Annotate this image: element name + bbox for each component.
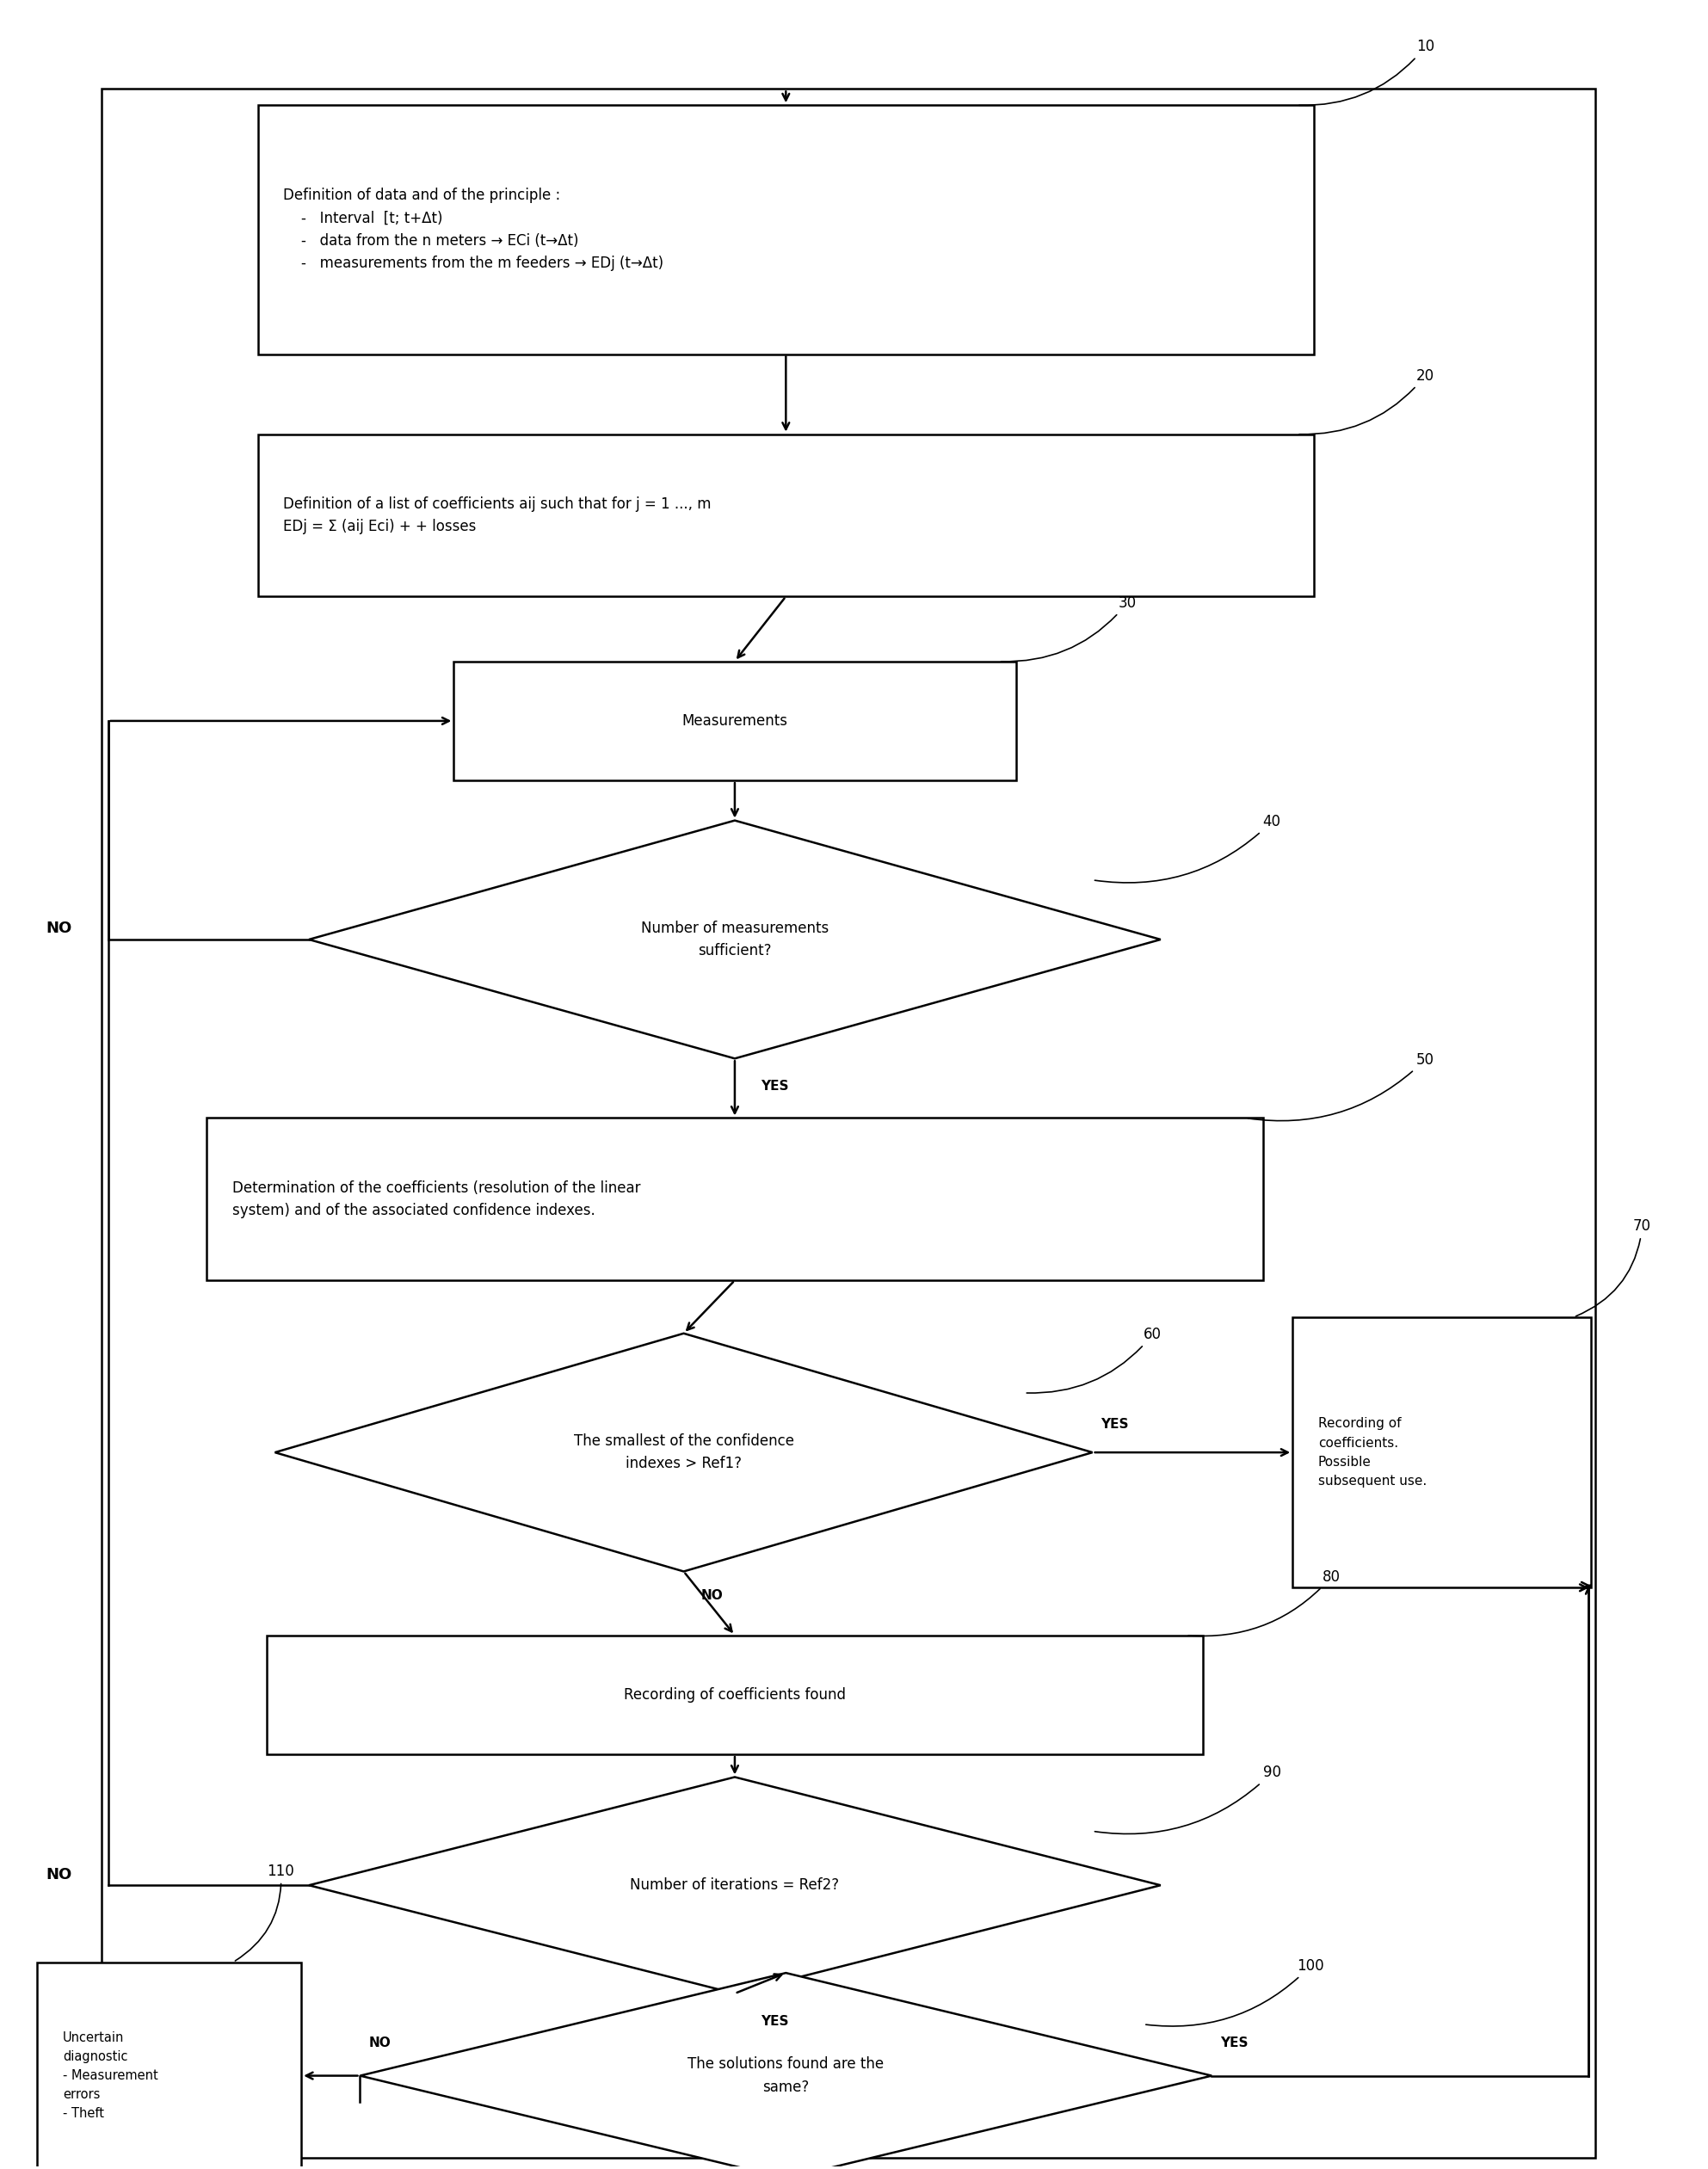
Text: Number of measurements
sufficient?: Number of measurements sufficient? xyxy=(640,920,828,959)
Text: NO: NO xyxy=(700,1588,722,1601)
FancyBboxPatch shape xyxy=(258,434,1313,596)
Text: Determination of the coefficients (resolution of the linear
system) and of the a: Determination of the coefficients (resol… xyxy=(232,1180,640,1219)
FancyBboxPatch shape xyxy=(1293,1317,1590,1588)
Text: Definition of a list of coefficients aij such that for j = 1 ..., m
EDj = Σ (aij: Definition of a list of coefficients aij… xyxy=(284,497,712,534)
Text: Recording of coefficients found: Recording of coefficients found xyxy=(623,1687,845,1703)
Text: 70: 70 xyxy=(1576,1219,1652,1317)
Text: 30: 30 xyxy=(1001,594,1136,662)
Polygon shape xyxy=(309,820,1160,1058)
Text: 60: 60 xyxy=(1027,1327,1161,1392)
Text: The smallest of the confidence
indexes > Ref1?: The smallest of the confidence indexes >… xyxy=(574,1434,794,1471)
Polygon shape xyxy=(275,1334,1093,1573)
Text: 40: 40 xyxy=(1095,813,1281,883)
Text: YES: YES xyxy=(760,2015,789,2028)
Polygon shape xyxy=(309,1776,1160,1993)
Text: 10: 10 xyxy=(1300,39,1435,106)
Text: NO: NO xyxy=(369,2037,391,2050)
Text: Definition of data and of the principle :
    -   Interval  [t; t+Δt)
    -   da: Definition of data and of the principle … xyxy=(284,189,664,271)
FancyBboxPatch shape xyxy=(258,104,1313,354)
Text: Uncertain
diagnostic
- Measurement
errors
- Theft: Uncertain diagnostic - Measurement error… xyxy=(63,2030,159,2121)
Text: YES: YES xyxy=(1220,2037,1249,2050)
Text: YES: YES xyxy=(1102,1419,1129,1432)
Text: 50: 50 xyxy=(1249,1052,1435,1121)
Text: 20: 20 xyxy=(1300,369,1435,434)
FancyBboxPatch shape xyxy=(266,1635,1202,1755)
Text: Recording of
coefficients.
Possible
subsequent use.: Recording of coefficients. Possible subs… xyxy=(1319,1416,1426,1488)
Text: YES: YES xyxy=(760,1080,789,1093)
FancyBboxPatch shape xyxy=(454,662,1016,781)
Text: NO: NO xyxy=(46,922,72,937)
Text: The solutions found are the
same?: The solutions found are the same? xyxy=(688,2056,885,2095)
Text: 80: 80 xyxy=(1189,1568,1341,1635)
Text: 100: 100 xyxy=(1146,1959,1324,2026)
FancyBboxPatch shape xyxy=(38,1963,301,2169)
Text: 90: 90 xyxy=(1095,1766,1281,1833)
Text: Number of iterations = Ref2?: Number of iterations = Ref2? xyxy=(630,1878,839,1894)
Text: Measurements: Measurements xyxy=(681,714,787,729)
Text: NO: NO xyxy=(46,1868,72,1883)
Text: 110: 110 xyxy=(236,1863,294,1961)
FancyBboxPatch shape xyxy=(207,1117,1262,1280)
Polygon shape xyxy=(360,1974,1211,2169)
